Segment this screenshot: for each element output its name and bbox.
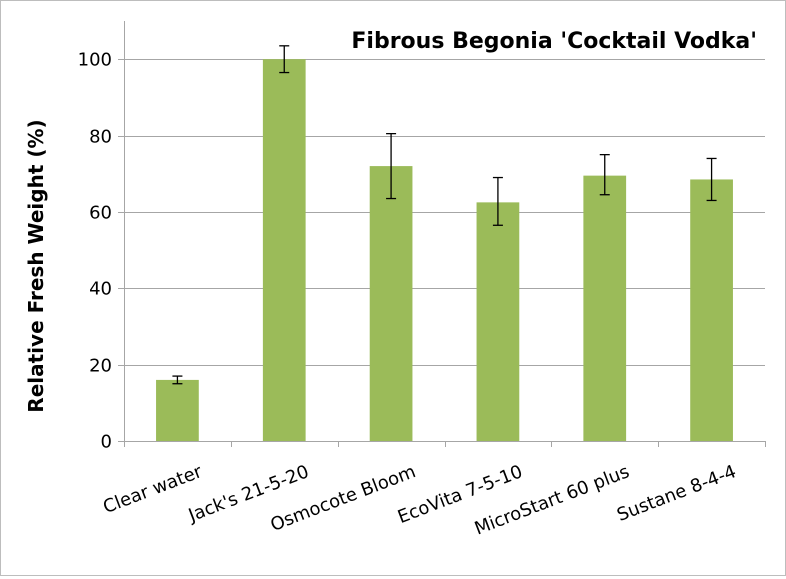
- error-bars: [172, 45, 717, 385]
- bar: [476, 202, 520, 441]
- bar: [690, 179, 733, 442]
- y-tick-label: 20: [89, 356, 112, 377]
- bar: [156, 379, 199, 441]
- bar: [262, 59, 306, 441]
- y-tick-label: 100: [78, 50, 112, 71]
- x-tick-label: Sustane 8-4-4: [614, 461, 739, 526]
- y-tick-label: 80: [89, 127, 112, 148]
- gridlines: [124, 59, 765, 366]
- axes: [118, 21, 766, 447]
- bar: [583, 175, 627, 442]
- y-tick-label: 60: [89, 203, 112, 224]
- bars: [156, 59, 733, 442]
- y-tick-label: 40: [89, 279, 112, 300]
- bar: [369, 166, 413, 441]
- chart-title: Fibrous Begonia 'Cocktail Vodka': [351, 29, 757, 54]
- y-axis-label: Relative Fresh Weight (%): [24, 119, 48, 412]
- y-tick-label: 0: [101, 432, 112, 453]
